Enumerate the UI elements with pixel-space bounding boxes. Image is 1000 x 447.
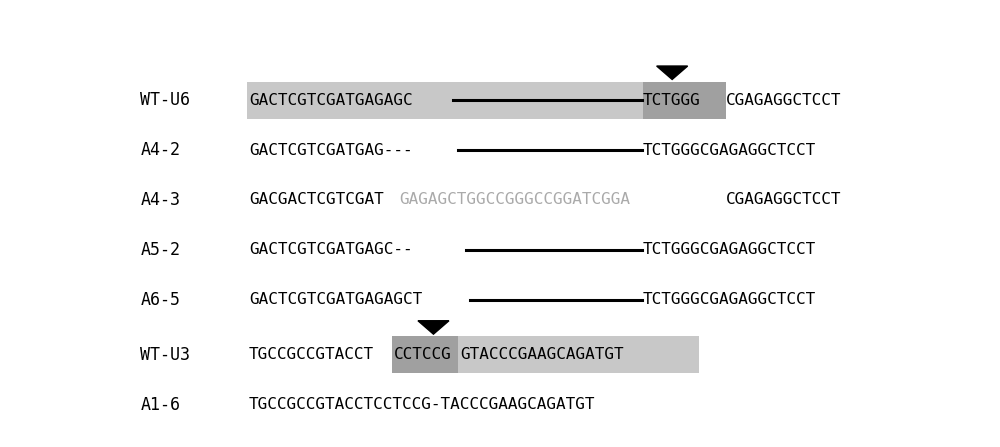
- Bar: [392, 336, 698, 373]
- Text: TCTGGGCGAGAGGCTCCT: TCTGGGCGAGAGGCTCCT: [643, 143, 816, 157]
- Text: GACTCGTCGATGAGAGCT: GACTCGTCGATGAGAGCT: [249, 292, 422, 307]
- Text: A6-5: A6-5: [140, 291, 180, 309]
- Bar: [392, 336, 458, 373]
- Text: GACTCGTCGATGAGC--: GACTCGTCGATGAGC--: [249, 242, 413, 257]
- Bar: [643, 81, 726, 119]
- Text: A4-3: A4-3: [140, 191, 180, 209]
- Text: A5-2: A5-2: [140, 241, 180, 259]
- Text: A4-2: A4-2: [140, 141, 180, 159]
- Text: CGAGAGGCTCCT: CGAGAGGCTCCT: [726, 192, 841, 207]
- Text: TCTGGGCGAGAGGCTCCT: TCTGGGCGAGAGGCTCCT: [643, 242, 816, 257]
- Text: TCTGGGCGAGAGGCTCCT: TCTGGGCGAGAGGCTCCT: [643, 292, 816, 307]
- Text: TGCCGCCGTACCTCCTCCG-TACCCGAAGCAGATGT: TGCCGCCGTACCTCCTCCG-TACCCGAAGCAGATGT: [249, 397, 596, 412]
- Text: GAGAGCTGGCCGGGCCGGATCGGA: GAGAGCTGGCCGGGCCGGATCGGA: [399, 192, 630, 207]
- Text: WT-U3: WT-U3: [140, 346, 190, 364]
- Text: GACTCGTCGATGAG---: GACTCGTCGATGAG---: [249, 143, 413, 157]
- Text: WT-U6: WT-U6: [140, 91, 190, 109]
- Text: TGCCGCCGTACCT: TGCCGCCGTACCT: [249, 347, 374, 363]
- Polygon shape: [657, 66, 688, 80]
- Polygon shape: [418, 321, 449, 334]
- Text: TCTGGG: TCTGGG: [643, 93, 700, 108]
- Bar: [247, 81, 726, 119]
- Text: GACTCGTCGATGAGAGC: GACTCGTCGATGAGAGC: [249, 93, 413, 108]
- Text: A1-6: A1-6: [140, 396, 180, 414]
- Text: GACGACTCGTCGAT: GACGACTCGTCGAT: [249, 192, 384, 207]
- Text: CCTCCG: CCTCCG: [394, 347, 452, 363]
- Text: CGAGAGGCTCCT: CGAGAGGCTCCT: [726, 93, 841, 108]
- Text: GTACCCGAAGCAGATGT: GTACCCGAAGCAGATGT: [460, 347, 623, 363]
